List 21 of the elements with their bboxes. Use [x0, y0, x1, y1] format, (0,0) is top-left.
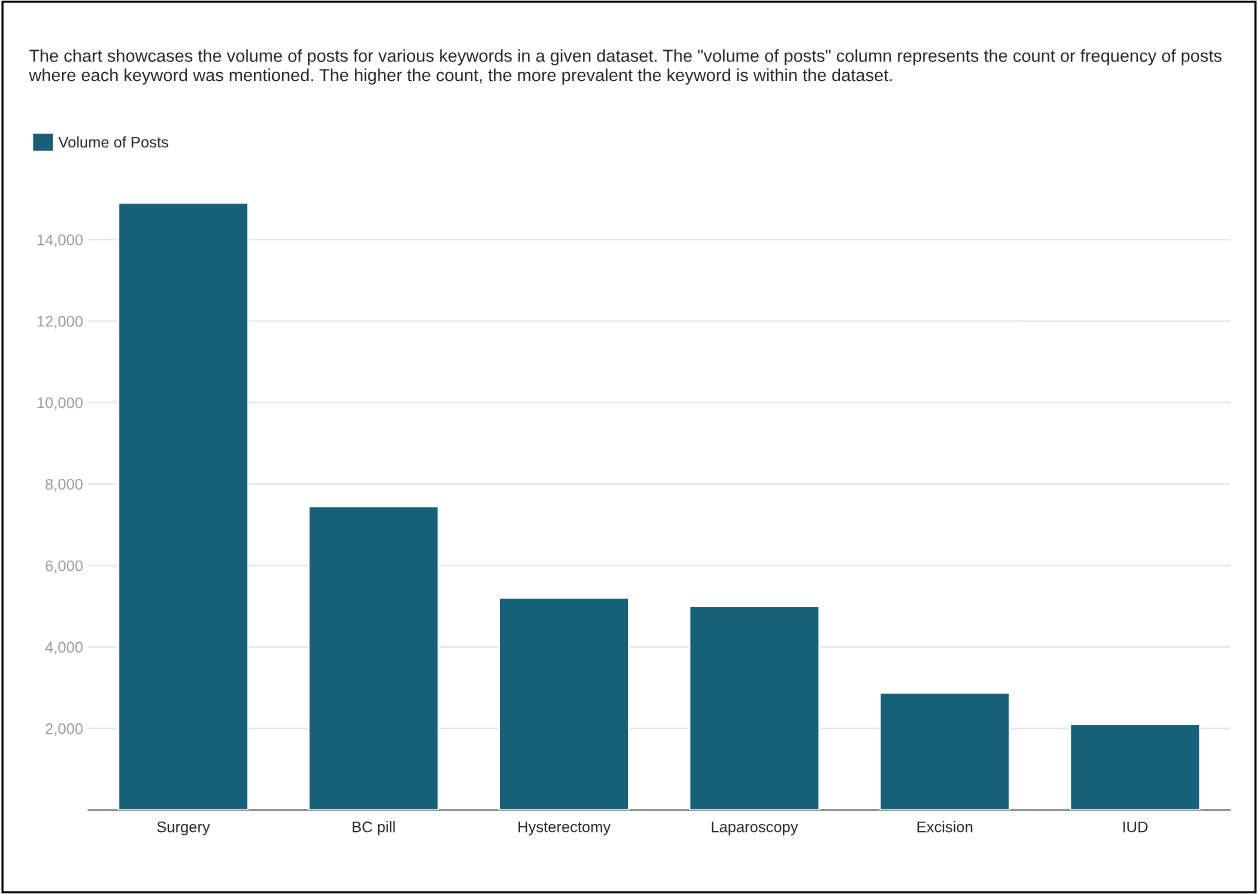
bar: [1069, 723, 1201, 810]
y-tick-label: 14,000: [37, 234, 83, 248]
y-tick-label: 8,000: [45, 478, 83, 492]
x-tick-label: IUD: [1123, 821, 1148, 833]
bar: [879, 692, 1011, 810]
y-tick-label: 10,000: [37, 397, 83, 411]
bar: [308, 505, 440, 810]
bar: [117, 202, 249, 810]
y-tick-label: 4,000: [45, 641, 83, 655]
x-tick-label: Surgery: [157, 821, 210, 836]
bar: [688, 605, 820, 810]
bar: [498, 597, 630, 810]
y-tick-label: 6,000: [45, 560, 83, 574]
x-tick-label: Hysterectomy: [518, 821, 611, 836]
y-tick-label: 12,000: [37, 315, 83, 329]
y-tick-label: 2,000: [45, 723, 83, 736]
x-tick-label: Excision: [917, 821, 973, 833]
legend-label: Volume of Posts: [58, 136, 169, 148]
chart-title: The chart showcases the volume of posts for various keywords in a given dataset. The "volume of posts" column represents the count or frequency of posts where each keyword was mentioned. The higher the count, the more prevalent the keyword is within the dataset.: [28, 49, 1222, 85]
x-tick-label: BC pill: [352, 821, 395, 836]
x-tick-label: Laparoscopy: [711, 821, 799, 836]
